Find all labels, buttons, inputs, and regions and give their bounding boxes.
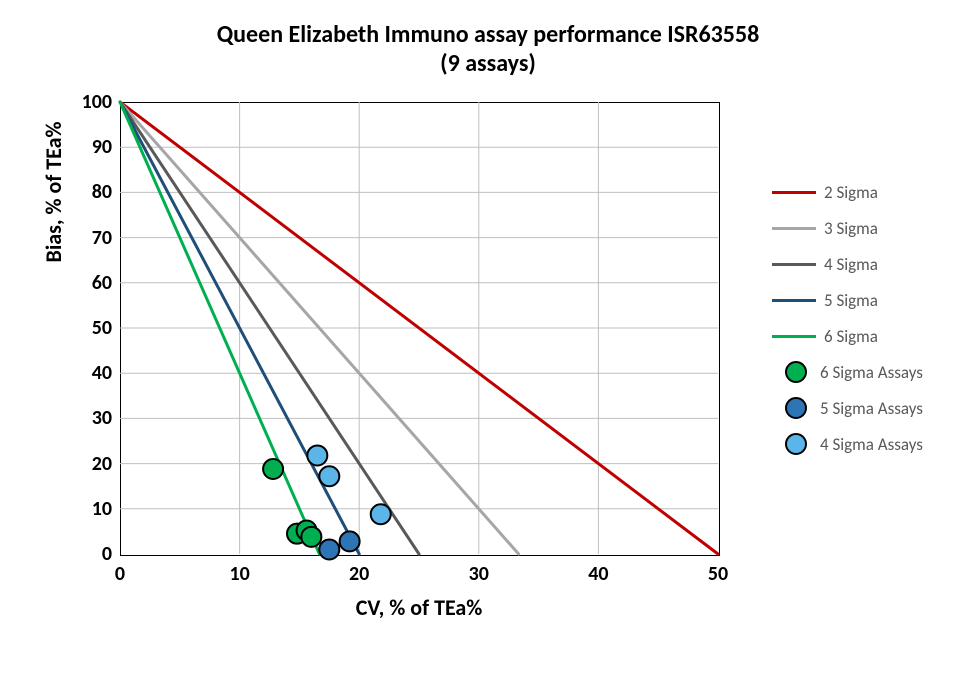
legend-line-sample — [772, 335, 816, 338]
legend-item: 6 Sigma Assays — [772, 354, 923, 390]
x-tick-label: 40 — [578, 562, 618, 586]
y-tick-label: 10 — [62, 497, 112, 521]
legend-item: 6 Sigma — [772, 318, 923, 354]
legend-label: 3 Sigma — [824, 218, 878, 239]
legend-label: 6 Sigma Assays — [820, 362, 923, 383]
y-tick-label: 0 — [62, 542, 112, 566]
legend-label: 6 Sigma — [824, 326, 878, 347]
legend-marker-sample — [785, 361, 807, 383]
legend-label: 4 Sigma Assays — [820, 434, 923, 455]
chart-stage: Queen Elizabeth Immuno assay performance… — [0, 0, 976, 681]
legend-line-sample — [772, 227, 816, 230]
x-tick-label: 50 — [698, 562, 738, 586]
legend-line-sample — [772, 191, 816, 194]
y-tick-label: 100 — [62, 90, 112, 114]
y-tick-label: 40 — [62, 361, 112, 385]
legend-label: 5 Sigma — [824, 290, 878, 311]
legend-item: 5 Sigma Assays — [772, 390, 923, 426]
y-tick-label: 90 — [62, 135, 112, 159]
legend-marker-sample — [785, 397, 807, 419]
y-axis-label: Bias, % of TEa% — [40, 0, 67, 418]
legend: 2 Sigma 3 Sigma 4 Sigma 5 Sigma 6 Sigma 6 Sig… — [772, 174, 923, 462]
y-tick-label: 60 — [62, 271, 112, 295]
x-tick-label: 30 — [459, 562, 499, 586]
y-tick-label: 80 — [62, 180, 112, 204]
legend-line-sample — [772, 299, 816, 302]
y-tick-label: 30 — [62, 406, 112, 430]
y-tick-label: 70 — [62, 226, 112, 250]
legend-item: 4 Sigma Assays — [772, 426, 923, 462]
x-axis-label: CV, % of TEa% — [120, 594, 718, 621]
legend-item: 4 Sigma — [772, 246, 923, 282]
legend-item: 3 Sigma — [772, 210, 923, 246]
legend-label: 5 Sigma Assays — [820, 398, 923, 419]
x-tick-label: 10 — [220, 562, 260, 586]
legend-item: 5 Sigma — [772, 282, 923, 318]
legend-label: 2 Sigma — [824, 182, 878, 203]
y-tick-label: 20 — [62, 452, 112, 476]
legend-line-sample — [772, 263, 816, 266]
x-tick-label: 20 — [339, 562, 379, 586]
y-tick-label: 50 — [62, 316, 112, 340]
legend-item: 2 Sigma — [772, 174, 923, 210]
legend-marker-sample — [785, 433, 807, 455]
legend-label: 4 Sigma — [824, 254, 878, 275]
